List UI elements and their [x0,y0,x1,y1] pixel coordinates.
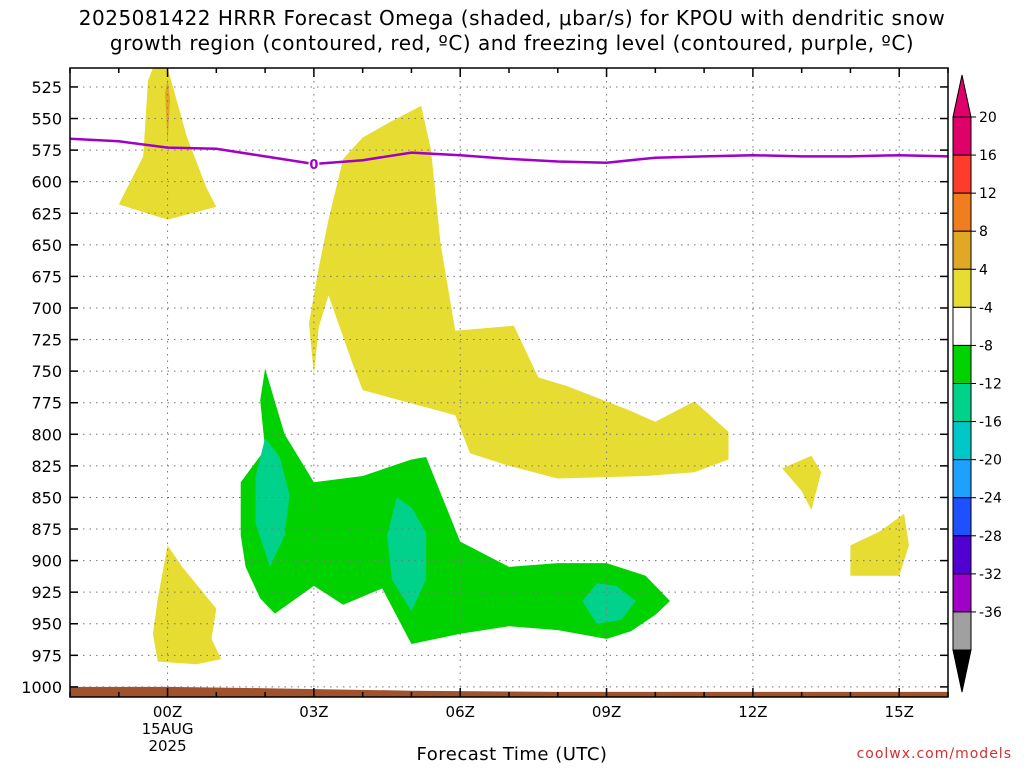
colorbar-label-12: 12 [979,186,997,202]
y-tick-label-800: 800 [31,425,62,444]
omega-region-2 [165,78,170,144]
colorbar-label--4: -4 [979,300,993,316]
y-tick-label-875: 875 [31,520,62,539]
y-tick-label-650: 650 [31,236,62,255]
colorbar-bin-12 [952,192,972,232]
x-tick-label-09Z: 09Z [592,703,621,721]
omega-region-9 [387,497,427,612]
colorbar-bin--12 [952,383,972,423]
colorbar-bin-4 [952,268,972,308]
x-tick-date-label: 15AUG [142,720,194,738]
y-tick-label-525: 525 [31,78,62,97]
x-tick-label-06Z: 06Z [446,703,475,721]
y-tick-label-675: 675 [31,267,62,286]
credit-link[interactable]: coolwx.com/models [856,746,1012,762]
omega-region-1 [118,68,217,220]
omega-region-4 [782,455,822,511]
y-tick-label-775: 775 [31,394,62,413]
y-tick-label-550: 550 [31,110,62,129]
y-tick-label-900: 900 [31,552,62,571]
colorbar-label-8: 8 [979,224,988,240]
colorbar-bin--32 [952,573,972,613]
colorbar-label--24: -24 [979,491,1002,507]
colorbar-bin--20 [952,459,972,499]
omega-region-6 [152,545,222,665]
chart-title: 2025081422 HRRR Forecast Omega (shaded, … [0,6,1024,56]
colorbar-label-20: 20 [979,110,997,126]
omega-region-5 [850,513,909,576]
y-tick-label-850: 850 [31,488,62,507]
y-tick-label-925: 925 [31,583,62,602]
colorbar-label--12: -12 [979,377,1002,393]
colorbar-bin-20 [952,116,972,156]
colorbar-bin-16 [952,154,972,194]
omega-region-3 [309,105,729,479]
freezing-level-line [70,137,948,166]
colorbar-bin--16 [952,421,972,461]
y-tick-label-700: 700 [31,299,62,318]
omega-region-7 [240,368,670,644]
omega-region-10 [582,583,636,624]
terrain-band [70,686,948,697]
x-axis-label: Forecast Time (UTC) [416,744,608,765]
x-tick-label-00Z: 00Z [153,703,182,721]
colorbar-bin--24 [952,497,972,537]
y-tick-label-575: 575 [31,141,62,160]
y-tick-label-600: 600 [31,173,62,192]
chart-title-line-1: 2025081422 HRRR Forecast Omega (shaded, … [78,6,946,30]
colorbar-label--8: -8 [979,338,993,354]
x-tick-label-03Z: 03Z [299,703,328,721]
colorbar-label--36: -36 [979,605,1002,621]
y-tick-label-825: 825 [31,457,62,476]
y-tick-label-975: 975 [31,646,62,665]
colorbar-bin--4 [952,306,972,346]
colorbar-label--20: -20 [979,453,1002,469]
colorbar-bin--28 [952,535,972,575]
y-tick-label-950: 950 [31,615,62,634]
y-tick-label-625: 625 [31,204,62,223]
freezing-level-label: 0 [309,158,318,173]
y-tick-label-750: 750 [31,362,62,381]
colorbar-label-16: 16 [979,148,997,164]
chart-title-line-2: growth region (contoured, red, ºC) and f… [109,31,915,55]
x-tick-label-12Z: 12Z [738,703,767,721]
colorbar-top-arrow [952,74,972,118]
y-tick-label-725: 725 [31,331,62,350]
colorbar-label-4: 4 [979,262,988,278]
y-tick-label-1000: 1000 [21,678,62,697]
colorbar: 20 16 12 8 4 -4 -8 -12 -16 -20 -24 -28 -32 -36 [952,74,1002,693]
colorbar-label--16: -16 [979,415,1002,431]
colorbar-label--32: -32 [979,567,1002,583]
colorbar-bin--8 [952,344,972,384]
colorbar-bottom-arrow [952,649,972,693]
colorbar-label--28: -28 [979,529,1002,545]
plot-area: 0 [70,68,948,697]
colorbar-bin--36 [952,611,972,651]
colorbar-bin-8 [952,230,972,270]
omega-region-8 [255,438,290,567]
x-tick-year-label: 2025 [148,737,186,755]
x-tick-label-15Z: 15Z [885,703,914,721]
